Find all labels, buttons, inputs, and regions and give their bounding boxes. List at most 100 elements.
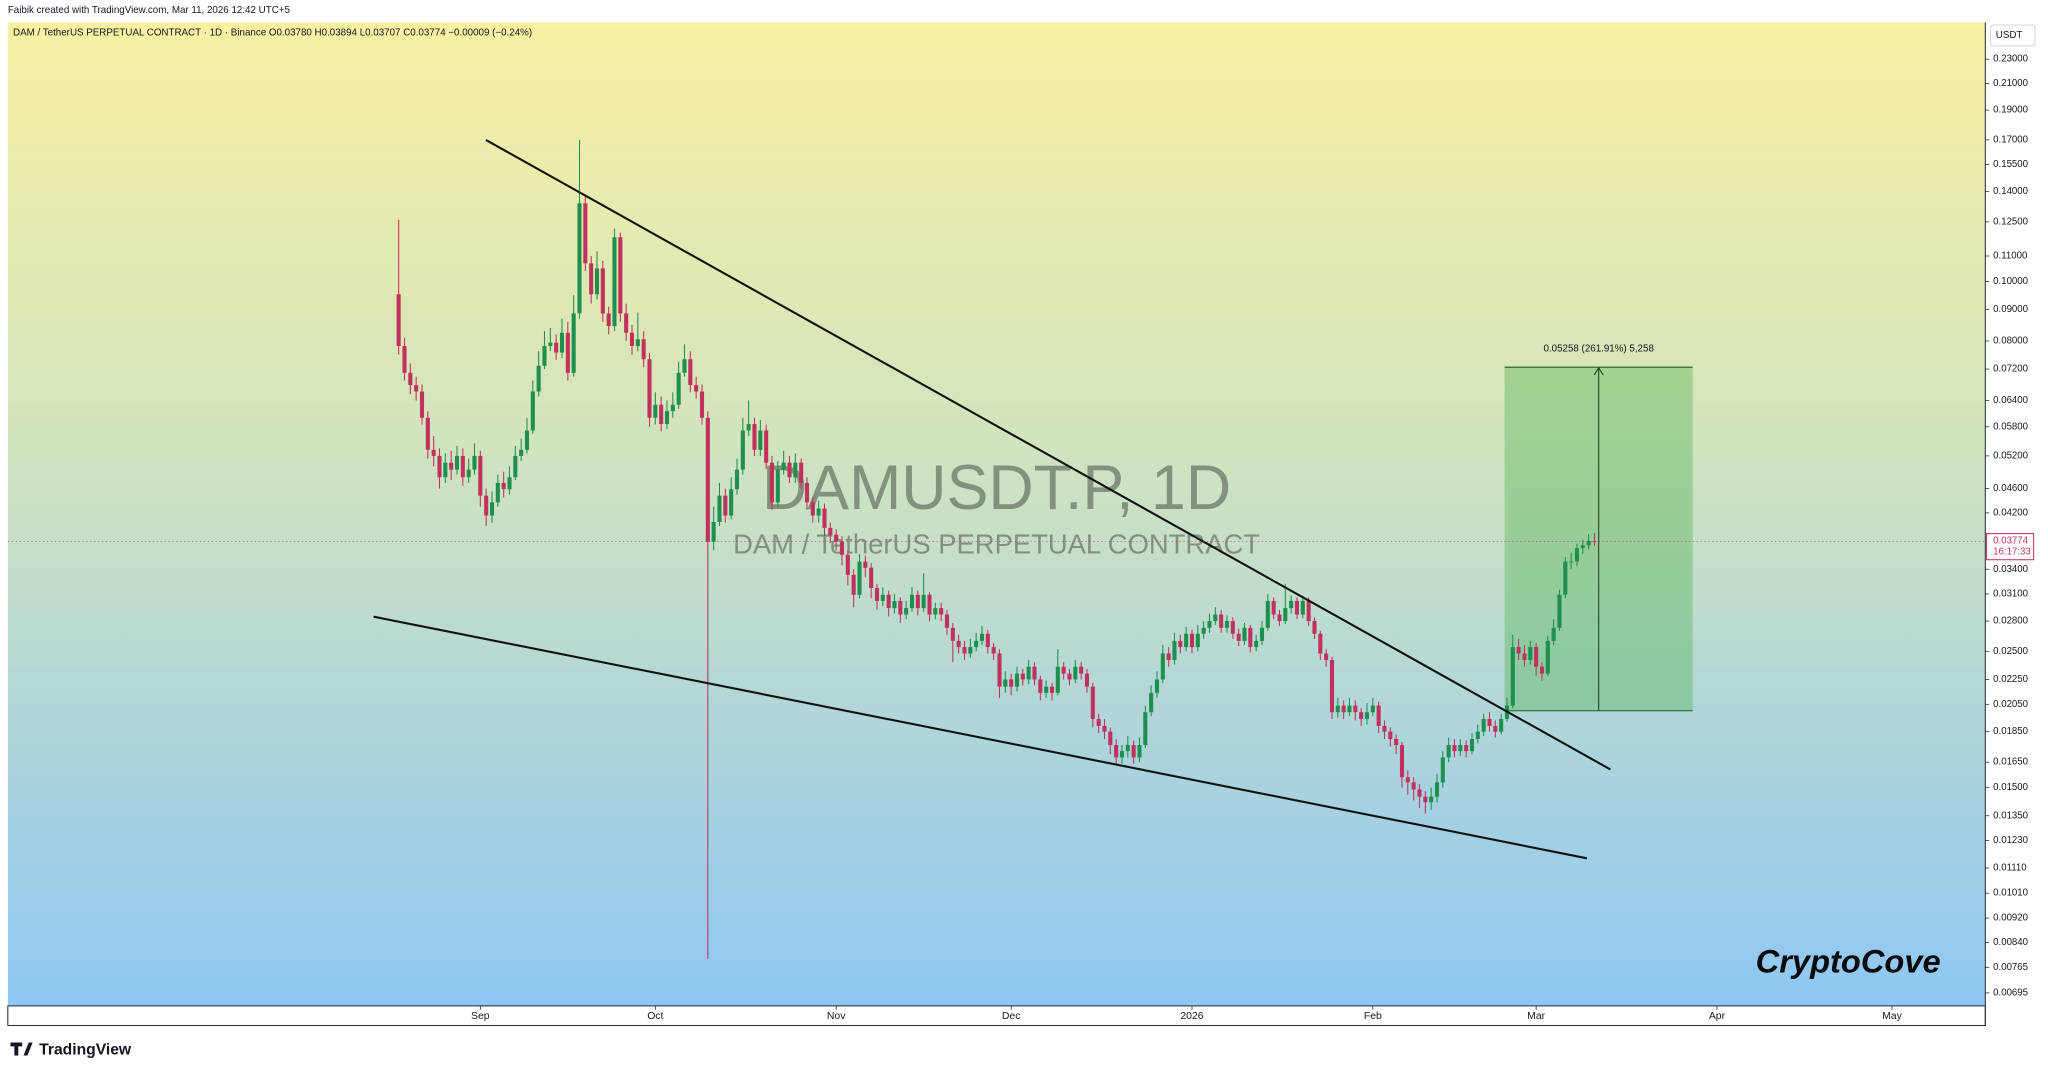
candle-body (1534, 647, 1539, 667)
candle-body (1376, 705, 1381, 726)
candle-body (1213, 614, 1218, 622)
candle-body (536, 365, 541, 392)
candle-body (985, 633, 990, 648)
candle-body (682, 359, 687, 373)
candle-body (921, 594, 926, 609)
candle-body (1353, 705, 1358, 713)
candle-body (1475, 731, 1480, 739)
candle-body (1248, 627, 1253, 648)
candle-body (880, 594, 885, 601)
candle-body (904, 608, 909, 615)
candle-body (1388, 731, 1393, 739)
candle-body (933, 608, 938, 615)
y-tick-label: 0.23000 (1993, 54, 2028, 65)
candle-body (1382, 725, 1387, 732)
last-price-label: 0.03774 (1993, 535, 2029, 546)
candles (396, 139, 1597, 959)
candle-body (583, 203, 588, 264)
candle-body (542, 346, 547, 366)
candle-body (1102, 725, 1107, 732)
y-tick-label: 0.00765 (1993, 962, 2028, 973)
candle-body (1312, 621, 1317, 634)
y-tick-label: 0.01650 (1993, 757, 2028, 768)
candle-body (449, 462, 454, 470)
candle-body (1096, 719, 1101, 726)
candle-body (781, 462, 786, 470)
candle-body (717, 495, 722, 522)
candle-body (478, 455, 483, 496)
candle-body (1347, 705, 1352, 713)
candle-body (944, 614, 950, 628)
candle-body (1271, 600, 1276, 615)
y-tick-label: 0.09000 (1993, 304, 2028, 315)
candle-body (740, 430, 745, 470)
x-tick-label: Sep (471, 1011, 490, 1022)
y-tick-label: 0.02250 (1993, 674, 2028, 685)
candle-body (734, 469, 740, 490)
candle-body (1440, 757, 1445, 783)
candle-body (816, 508, 821, 516)
candle-body (1469, 738, 1475, 752)
measure-label: 0.05258 (261.91%) 5,258 (1543, 344, 1654, 355)
candle-body (1189, 633, 1195, 648)
candle-body (1300, 600, 1305, 615)
candle-body (1003, 679, 1008, 687)
candle-body (647, 359, 652, 418)
candle-body (1009, 679, 1014, 687)
candle-body (1586, 540, 1591, 546)
candle-body (1172, 640, 1177, 661)
x-tick-label: Nov (827, 1011, 846, 1022)
candle-body (1079, 666, 1084, 674)
candle-body (956, 640, 961, 648)
candle-body (1306, 600, 1311, 622)
logo-icon (10, 1042, 33, 1056)
candle-body (670, 404, 675, 412)
currency[interactable]: USDT (1996, 30, 2023, 41)
candle-body (1044, 686, 1049, 693)
candle-body (729, 489, 734, 516)
candle-body (950, 627, 955, 641)
candle-body (898, 600, 903, 615)
candle-body (927, 594, 932, 615)
candle-body (874, 587, 880, 601)
candle-body (1277, 614, 1282, 622)
candle-body (1399, 744, 1405, 778)
candle-body (454, 455, 460, 470)
candle-body (501, 482, 506, 490)
candle-body (764, 430, 769, 463)
x-tick-label: Feb (1364, 1011, 1382, 1022)
candle-body (699, 391, 705, 418)
y-tick-label: 0.00920 (1993, 913, 2028, 924)
candle-body (414, 385, 419, 392)
candle-body (1061, 666, 1066, 674)
candle-body (758, 430, 763, 450)
candle-body (594, 268, 600, 295)
candle-body (565, 332, 570, 373)
y-tick-label: 0.00840 (1993, 937, 2028, 948)
candle-body (1259, 627, 1265, 641)
candle-body (1493, 725, 1498, 732)
y-tick-label: 0.06400 (1993, 395, 2028, 406)
candle-body (851, 574, 856, 595)
measure-arrow-head (1593, 366, 1604, 376)
candle-body (1364, 712, 1370, 720)
candle-body (1219, 614, 1224, 628)
candle-body (1207, 621, 1212, 628)
candle-body (437, 455, 442, 478)
candle-body (1557, 594, 1562, 628)
candle-body (466, 469, 471, 478)
candle-body (495, 482, 500, 503)
candle-body (1329, 660, 1335, 713)
candle-body (746, 424, 751, 431)
candle-body (909, 594, 915, 609)
candle-body (1038, 679, 1043, 693)
x-tick-label: 2026 (1180, 1011, 1203, 1022)
y-tick-label: 0.01230 (1993, 835, 2028, 846)
candle-body (530, 391, 535, 431)
candle-body (1242, 627, 1247, 641)
candle-body (1119, 751, 1125, 758)
currency-box[interactable] (1990, 24, 2036, 47)
symbol-legend: DAM / TetherUS PERPETUAL CONTRACT · 1D ·… (13, 27, 532, 38)
